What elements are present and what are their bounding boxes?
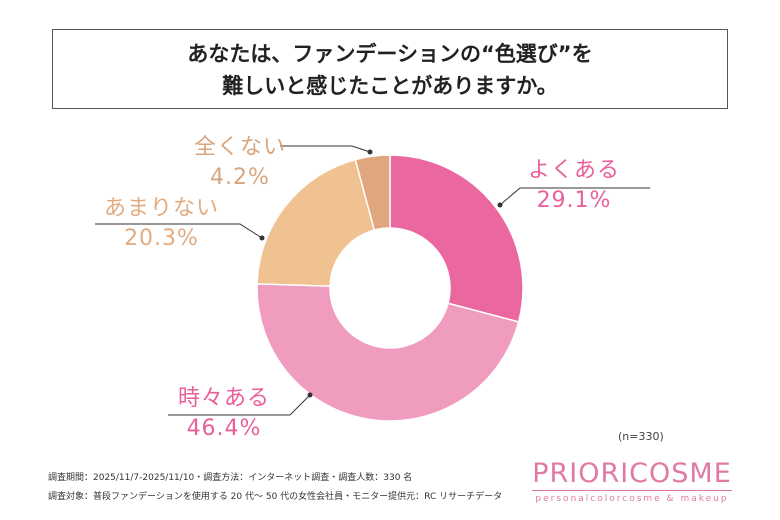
- footnote-1: 調査期間：2025/11/7-2025/11/10・調査方法：インターネット調査…: [48, 473, 413, 483]
- title-line-2: 難しいと感じたことがありますか。: [222, 74, 558, 98]
- label-never: 全くない 4.2%: [194, 135, 287, 190]
- title-line-1: あなたは、ファンデーションの“色選び”を: [187, 42, 593, 66]
- label-often: よくある 29.1%: [528, 158, 621, 213]
- slice-often: [389, 154, 524, 323]
- sample-size: (n=330): [618, 430, 664, 443]
- leader-line-often: [499, 187, 650, 206]
- leader-dot-often: [497, 202, 503, 208]
- slice-rarely: [256, 158, 376, 287]
- leader-dot-sometimes: [307, 392, 313, 398]
- leader-dot-rarely: [259, 235, 265, 241]
- leader-line-rarely: [95, 223, 263, 239]
- footnote-2: 調査対象：普段ファンデーションを使用する 20 代～ 50 代の女性会社員・モニ…: [48, 492, 503, 502]
- label-rarely: あまりない 20.3%: [104, 196, 220, 251]
- brand-logo: PRIORICOSME personalcolorcosme & makeup: [532, 458, 732, 504]
- slice-never: [354, 154, 391, 231]
- leader-line-sometimes: [168, 394, 311, 416]
- slice-sometimes: [256, 283, 520, 422]
- chart-title: あなたは、ファンデーションの“色選び”を 難しいと感じたことがありますか。: [52, 29, 728, 109]
- leader-dot-never: [367, 149, 373, 155]
- label-sometimes: 時々ある 46.4%: [178, 386, 271, 441]
- leader-line-never: [280, 145, 371, 153]
